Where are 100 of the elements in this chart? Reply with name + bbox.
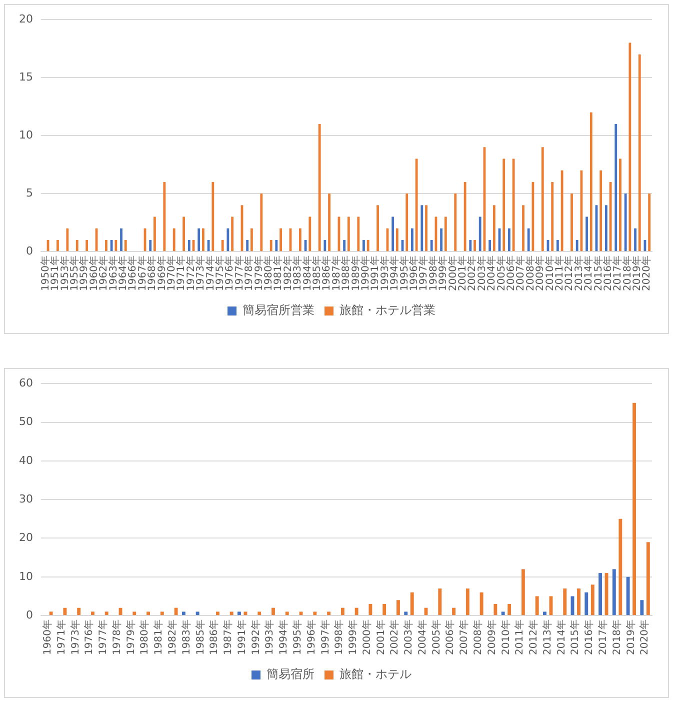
x-tick-label: 2017年 bbox=[612, 256, 624, 292]
x-tick-label: 1950年 bbox=[39, 256, 52, 292]
x-tick-label: 1999年 bbox=[347, 620, 360, 656]
bar bbox=[404, 612, 408, 616]
bar bbox=[646, 542, 650, 616]
bar bbox=[298, 228, 302, 252]
bar bbox=[368, 604, 372, 616]
x-tick-label: 1976年 bbox=[224, 256, 236, 292]
bar bbox=[258, 612, 262, 616]
bar bbox=[357, 216, 360, 252]
x-tick-label: 2017年 bbox=[596, 620, 609, 656]
x-tick-label: 1967年 bbox=[136, 256, 148, 292]
bar bbox=[63, 608, 67, 616]
bar bbox=[324, 240, 326, 252]
bar bbox=[376, 205, 379, 252]
x-tick-label: 2015年 bbox=[569, 620, 582, 656]
bar bbox=[444, 216, 447, 252]
bar bbox=[212, 182, 214, 252]
bar bbox=[430, 240, 433, 252]
bar bbox=[628, 42, 632, 252]
x-tick-label: 2007年 bbox=[514, 256, 527, 292]
bar bbox=[640, 600, 644, 616]
bar bbox=[275, 240, 278, 252]
bar bbox=[172, 228, 176, 252]
bar bbox=[77, 608, 81, 616]
x-tick-label: 1960年 bbox=[88, 256, 100, 292]
bar bbox=[584, 592, 588, 616]
bar bbox=[425, 205, 428, 252]
bar bbox=[396, 228, 398, 252]
bar bbox=[154, 216, 156, 252]
bar bbox=[174, 608, 178, 616]
bar bbox=[105, 240, 108, 252]
bar bbox=[551, 182, 554, 252]
bar bbox=[492, 205, 496, 252]
bar bbox=[600, 170, 602, 252]
bar bbox=[216, 612, 220, 616]
y-tick-label: 20 bbox=[18, 12, 33, 26]
x-tick-label: 2016年 bbox=[602, 256, 614, 292]
bar bbox=[648, 194, 651, 252]
y-tick-label: 10 bbox=[18, 570, 33, 583]
x-tick-label: 1979年 bbox=[252, 256, 265, 292]
bar bbox=[614, 124, 618, 252]
x-tick-label: 2011年 bbox=[553, 256, 566, 292]
x-tick-label: 1991年 bbox=[236, 620, 248, 656]
bar bbox=[66, 228, 69, 252]
x-tick-label: 2005年 bbox=[430, 620, 442, 656]
x-tick-label: 1972年 bbox=[184, 256, 197, 292]
bar bbox=[624, 194, 627, 252]
bar bbox=[182, 216, 186, 252]
bar bbox=[354, 608, 358, 616]
bar bbox=[86, 240, 88, 252]
x-tick-label: 2008年 bbox=[524, 256, 536, 292]
x-tick-label: 2020年 bbox=[638, 620, 651, 656]
legend-label: 旅館・ホテル営業 bbox=[340, 303, 436, 318]
y-tick-label: 0 bbox=[26, 244, 33, 258]
bar bbox=[382, 604, 386, 616]
bar bbox=[244, 612, 248, 616]
bar bbox=[502, 158, 506, 252]
x-tick-label: 1999年 bbox=[437, 256, 450, 292]
x-tick-label: 1979年 bbox=[124, 620, 137, 656]
y-tick-label: 10 bbox=[18, 128, 33, 142]
bar bbox=[480, 592, 484, 616]
x-tick-label: 1987年 bbox=[330, 256, 342, 292]
x-tick-label: 2005年 bbox=[495, 256, 508, 292]
x-tick-label: 2016年 bbox=[583, 620, 596, 656]
x-tick-label: 2007年 bbox=[458, 620, 470, 656]
y-tick-label: 0 bbox=[26, 608, 33, 622]
bar bbox=[146, 612, 150, 616]
bar bbox=[104, 612, 108, 616]
bar bbox=[576, 240, 578, 252]
bar bbox=[626, 576, 630, 616]
x-tick-label: 1993年 bbox=[264, 620, 276, 656]
x-tick-label: 1980年 bbox=[138, 620, 151, 656]
x-tick-label: 2009年 bbox=[486, 620, 498, 656]
bar bbox=[182, 612, 186, 616]
x-tick-label: 2020年 bbox=[640, 256, 653, 292]
bar bbox=[580, 170, 583, 252]
x-tick-label: 1974年 bbox=[204, 256, 216, 292]
x-tick-label: 1987年 bbox=[222, 620, 234, 656]
bar bbox=[411, 228, 414, 252]
bar bbox=[246, 240, 249, 252]
bar bbox=[366, 240, 370, 252]
bar bbox=[202, 228, 204, 252]
bar bbox=[110, 240, 113, 252]
x-tick-label: 1993年 bbox=[378, 256, 391, 292]
bar bbox=[160, 612, 164, 616]
x-tick-label: 2001年 bbox=[456, 256, 468, 292]
bar bbox=[231, 216, 234, 252]
x-tick-label: 2018年 bbox=[610, 620, 623, 656]
bar bbox=[464, 182, 466, 252]
x-tick-label: 2015年 bbox=[592, 256, 604, 292]
x-tick-label: 1976年 bbox=[83, 620, 96, 656]
bar bbox=[466, 588, 470, 616]
bar bbox=[586, 216, 588, 252]
x-tick-label: 2011年 bbox=[514, 620, 526, 656]
bar bbox=[415, 158, 418, 252]
x-tick-label: 1966年 bbox=[126, 256, 139, 292]
x-tick-label: 2004年 bbox=[416, 620, 428, 656]
x-tick-label: 2013年 bbox=[541, 620, 554, 656]
x-tick-label: 1985年 bbox=[310, 256, 323, 292]
